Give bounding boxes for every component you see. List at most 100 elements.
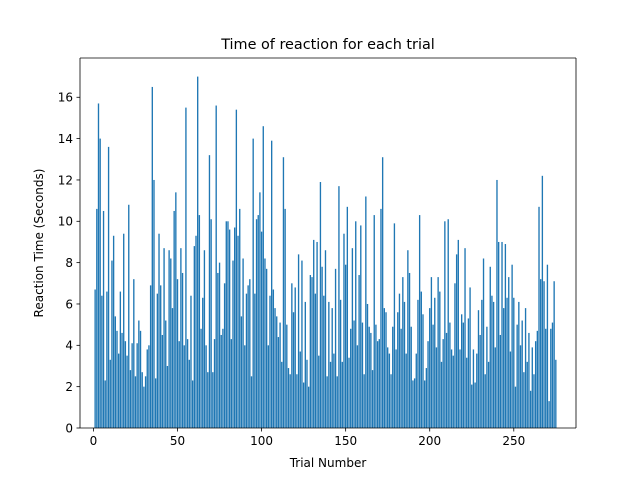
bar-trial-160 [361, 322, 364, 428]
bar-trial-157 [356, 345, 359, 428]
bar-trial-225 [471, 384, 473, 428]
bar-trial-48 [173, 210, 175, 428]
bar-trial-218 [459, 349, 461, 428]
bar-trial-110 [277, 337, 280, 428]
bars-group [94, 76, 557, 429]
bar-trial-128 [307, 386, 310, 428]
bar-trial-81 [228, 229, 231, 428]
bar-trial-30 [143, 386, 145, 428]
bar-trial-32 [146, 349, 148, 428]
bar-trial-83 [232, 260, 234, 428]
bar-trial-198 [425, 368, 428, 428]
bar-trial-31 [144, 376, 147, 428]
bar-trial-56 [186, 339, 189, 428]
bar-trial-49 [175, 192, 177, 428]
bar-trial-14 [116, 330, 118, 428]
bar-trial-34 [149, 285, 152, 428]
bar-trial-105 [269, 295, 271, 428]
bar-trial-272 [550, 328, 552, 428]
bar-trial-35 [151, 86, 153, 428]
bar-trial-125 [302, 382, 305, 428]
bar-trial-62 [197, 76, 199, 428]
bar-trial-261 [531, 347, 533, 428]
bar-trial-260 [529, 390, 532, 428]
bar-trial-16 [119, 291, 122, 428]
bar-trial-104 [267, 345, 269, 428]
bar-trial-217 [457, 239, 459, 428]
bar-trial-134 [318, 355, 320, 428]
bar-trial-131 [313, 239, 315, 428]
bar-trial-41 [161, 334, 164, 428]
bar-trial-142 [331, 308, 333, 428]
chart-title: Time of reaction for each trial [220, 37, 435, 53]
bar-trial-52 [180, 248, 182, 428]
bar-trial-208 [442, 339, 444, 428]
bar-trial-152 [348, 357, 350, 428]
bar-trial-74 [217, 272, 219, 428]
bar-trial-102 [264, 258, 266, 428]
bar-trial-39 [158, 233, 160, 428]
bar-trial-223 [467, 318, 470, 428]
bar-trial-210 [445, 332, 448, 428]
bar-trial-247 [508, 277, 510, 428]
bar-trial-66 [203, 250, 206, 428]
bar-trial-108 [274, 308, 276, 428]
bar-trial-231 [481, 299, 483, 428]
bar-trial-1 [94, 289, 96, 428]
bar-trial-59 [191, 380, 194, 428]
bar-trial-76 [220, 334, 222, 428]
bar-trial-43 [165, 320, 167, 428]
bar-trial-36 [153, 179, 155, 428]
bar-trial-199 [427, 341, 429, 428]
bar-trial-101 [262, 126, 264, 429]
bar-trial-190 [412, 380, 414, 428]
bar-trial-118 [291, 283, 293, 428]
bar-trial-33 [148, 345, 150, 428]
bar-trial-145 [336, 376, 338, 428]
bar-trial-140 [328, 301, 330, 428]
bar-trial-106 [271, 140, 273, 428]
bar-trial-111 [279, 322, 281, 428]
bar-trial-68 [207, 372, 209, 428]
bar-trial-24 [133, 279, 135, 428]
bar-trial-207 [440, 361, 443, 428]
bar-trial-29 [141, 372, 143, 428]
bar-trial-46 [170, 258, 172, 428]
bar-trial-45 [168, 250, 170, 428]
bar-trial-204 [435, 347, 438, 428]
bar-trial-28 [139, 330, 142, 428]
bar-trial-78 [223, 283, 226, 428]
bar-trial-47 [171, 308, 174, 428]
bar-trial-146 [338, 186, 340, 428]
bar-trial-177 [390, 374, 392, 428]
bar-trial-241 [497, 241, 500, 428]
y-tick-label: 12 [58, 173, 73, 187]
bar-trial-195 [420, 291, 422, 428]
bar-trial-109 [276, 316, 278, 428]
bar-trial-121 [296, 374, 298, 428]
bar-trial-154 [351, 248, 354, 428]
bar-trial-219 [461, 314, 463, 428]
bar-trial-257 [524, 308, 527, 428]
bar-trial-213 [450, 349, 453, 428]
bar-trial-274 [553, 281, 555, 428]
bar-trial-150 [344, 264, 347, 428]
bar-trial-155 [353, 320, 355, 428]
bar-trial-172 [381, 157, 384, 428]
bar-trial-22 [129, 370, 132, 428]
bar-trial-27 [138, 320, 140, 428]
bar-trial-67 [205, 345, 207, 428]
bar-trial-37 [154, 378, 157, 428]
y-tick-label: 10 [58, 215, 73, 229]
bar-trial-127 [306, 359, 308, 428]
bar-trial-243 [501, 241, 503, 428]
bar-trial-73 [215, 105, 217, 428]
bar-trial-202 [432, 324, 434, 428]
bar-trial-267 [541, 175, 544, 428]
bar-trial-136 [321, 266, 323, 428]
bar-trial-133 [316, 241, 318, 428]
bar-trial-216 [455, 254, 458, 428]
bar-trial-58 [190, 295, 192, 428]
bar-trial-220 [462, 322, 465, 428]
